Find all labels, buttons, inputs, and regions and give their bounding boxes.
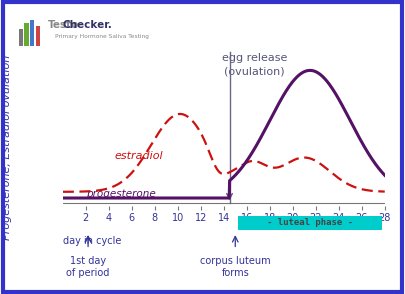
Text: progesterone: progesterone — [86, 189, 156, 199]
Text: Progesterone, Estradiol ovulation: Progesterone, Estradiol ovulation — [2, 54, 12, 240]
Bar — [30, 20, 34, 46]
Bar — [19, 29, 23, 46]
Bar — [36, 26, 40, 46]
Text: Checker.: Checker. — [63, 20, 113, 30]
Text: estradiol: estradiol — [115, 151, 163, 161]
Text: Primary Hormone Saliva Testing: Primary Hormone Saliva Testing — [55, 34, 149, 39]
Text: egg release
(ovulation): egg release (ovulation) — [222, 53, 288, 76]
Text: corpus luteum
forms: corpus luteum forms — [200, 255, 271, 278]
Text: day in cycle: day in cycle — [63, 236, 121, 246]
Text: 1st day
of period: 1st day of period — [66, 255, 110, 278]
Text: - luteal phase -: - luteal phase - — [267, 218, 353, 228]
Text: Testo: Testo — [48, 20, 79, 30]
Bar — [24, 23, 29, 46]
Bar — [238, 216, 382, 230]
